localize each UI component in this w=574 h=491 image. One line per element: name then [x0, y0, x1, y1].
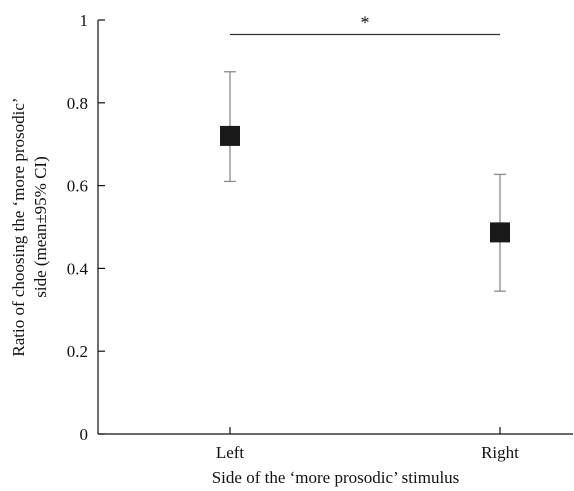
y-tick-label: 0.8 — [67, 94, 88, 113]
significance-annotation: * — [230, 12, 500, 36]
y-tick-label: 0 — [80, 425, 89, 444]
y-axis-title-line-1: Ratio of choosing the ‘more prosodic’ — [9, 97, 28, 356]
y-tick-label: 0.6 — [67, 177, 88, 196]
mean-marker-right — [490, 222, 510, 243]
y-axis-title: Ratio of choosing the ‘more prosodic’ si… — [9, 97, 50, 356]
mean-marker-left — [220, 125, 240, 146]
y-axis-title-line-2: side (mean±95% CI) — [31, 156, 50, 298]
x-tick-label-right: Right — [481, 443, 519, 462]
y-tick-label: 0.2 — [67, 342, 88, 361]
error-bars — [224, 71, 506, 292]
x-tick-label-left: Left — [216, 443, 245, 462]
x-ticks: Left Right — [216, 427, 519, 462]
axes — [97, 20, 573, 435]
y-tick-label: 1 — [80, 11, 89, 30]
significance-star: * — [361, 12, 370, 32]
data-markers — [220, 125, 510, 243]
x-axis-title: Side of the ‘more prosodic’ stimulus — [212, 468, 460, 487]
y-ticks: 0 0.2 0.4 0.6 0.8 1 — [67, 11, 105, 444]
y-tick-label: 0.4 — [67, 259, 89, 278]
